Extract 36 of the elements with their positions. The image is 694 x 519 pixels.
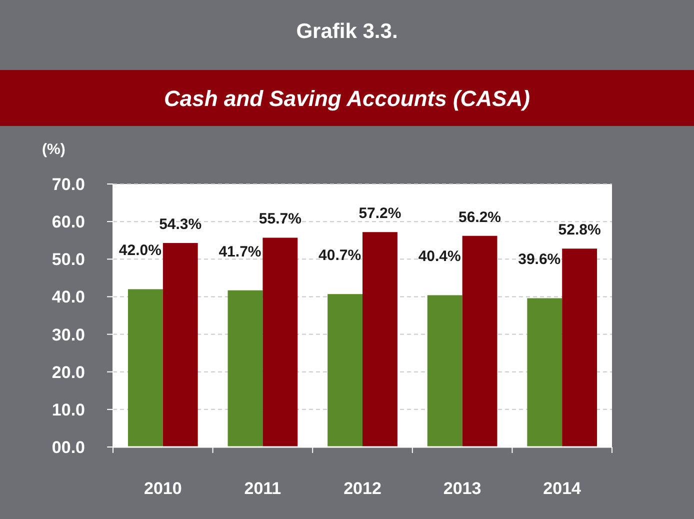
data-label: 54.3% <box>159 216 202 233</box>
data-label: 52.8% <box>558 222 601 239</box>
y-tick-label: 20.0 <box>52 362 85 382</box>
data-label: 40.4% <box>418 248 461 266</box>
data-label: 42.0% <box>118 242 162 260</box>
y-tick-label: 60.0 <box>52 212 85 232</box>
bar <box>562 248 598 447</box>
x-tick-label: 2014 <box>543 479 582 498</box>
data-label: 55.7% <box>258 210 302 228</box>
data-label: 41.7% <box>218 243 262 260</box>
data-label: 40.7% <box>318 247 362 264</box>
chart-subtitle: Cash and Saving Accounts (CASA) <box>164 86 530 111</box>
y-tick-label: 70.0 <box>52 175 85 194</box>
x-tick-label: 2012 <box>344 479 382 498</box>
y-tick-label: 40.0 <box>52 288 85 307</box>
chart-title: Grafik 3.3. <box>296 20 398 43</box>
bar <box>462 236 498 447</box>
data-label: 39.6% <box>518 251 561 268</box>
data-label: 57.2% <box>358 205 402 222</box>
bar <box>162 242 198 447</box>
x-tick-label: 2013 <box>443 479 482 498</box>
x-tick-label: 2010 <box>144 479 182 498</box>
y-tick-label: 50.0 <box>52 250 85 270</box>
y-tick-label: 30.0 <box>52 325 85 344</box>
bar <box>427 295 462 447</box>
y-tick-label: 00.0 <box>52 438 85 457</box>
x-tick-label: 2011 <box>244 479 282 498</box>
y-axis-title: (%) <box>42 141 66 158</box>
bar <box>328 294 362 447</box>
bar <box>262 238 298 447</box>
y-tick-label: 10.0 <box>52 400 85 420</box>
bar <box>362 232 398 447</box>
bar <box>527 298 562 447</box>
data-label: 56.2% <box>458 208 502 226</box>
bar <box>228 290 263 447</box>
bar <box>128 289 163 447</box>
